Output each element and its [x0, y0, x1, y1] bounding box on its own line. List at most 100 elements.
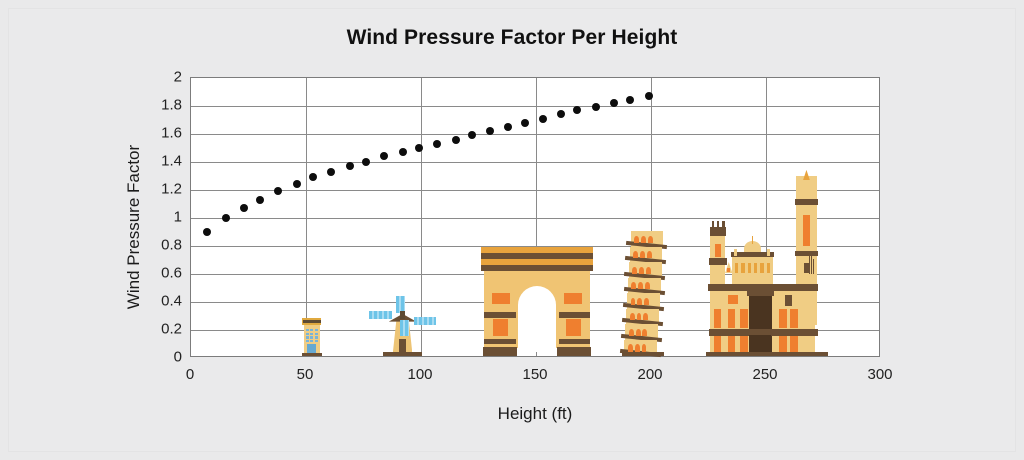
cathedral-central-cornice — [731, 251, 774, 257]
scatter-point — [292, 180, 301, 189]
cathedral-tower-window — [803, 215, 810, 247]
cathedral-base — [706, 352, 829, 356]
pisa-arch — [631, 282, 637, 290]
windmill-sail — [413, 317, 436, 325]
cathedral-dome-finial — [751, 235, 754, 245]
gridline-horizontal — [191, 162, 879, 163]
pisa-base — [621, 352, 665, 356]
pisa-arch — [629, 313, 635, 321]
cathedral-merlon — [721, 221, 725, 228]
y-tick-label: 1.6 — [161, 124, 182, 142]
gridline-vertical — [306, 78, 307, 356]
gridline-horizontal — [191, 134, 879, 135]
y-tick-label: 1.2 — [161, 180, 182, 198]
office-window — [305, 339, 309, 343]
scatter-point — [380, 152, 389, 161]
pisa-arch — [632, 266, 638, 274]
cathedral-window-lower — [790, 336, 799, 353]
scatter-point — [203, 228, 212, 236]
scatter-point — [327, 167, 336, 176]
arc-relief-right — [564, 292, 583, 304]
cathedral-tower-fin-3 — [812, 259, 815, 275]
y-tick-label: 0.2 — [161, 320, 182, 338]
arc-band-right-2 — [558, 338, 591, 344]
scatter-point — [644, 92, 653, 101]
pisa-arch — [640, 251, 646, 259]
arc-column-right — [566, 318, 582, 337]
pisa-arch — [642, 328, 648, 336]
arc-column-left — [493, 318, 508, 337]
pisa-arch — [637, 297, 643, 305]
y-tick-label: 1.4 — [161, 152, 182, 170]
cathedral-left-tower-window — [715, 244, 721, 258]
y-tick-label: 2 — [173, 68, 182, 86]
cathedral-window-upper — [739, 308, 748, 329]
cathedral-window-upper — [779, 308, 788, 329]
office-base — [301, 353, 322, 356]
cathedral-colonnade-arch — [734, 262, 739, 274]
scatter-point — [591, 103, 600, 112]
cathedral-tower-band-2 — [794, 250, 819, 257]
x-tick-label: 0 — [185, 366, 195, 383]
cathedral-pinnacle-l — [734, 248, 737, 257]
cathedral-left-tower-crown — [709, 226, 726, 236]
cathedral-lower-portal — [749, 334, 772, 356]
cathedral-colonnade-arch — [747, 262, 751, 274]
y-axis-tick-labels: 0 0.2 0.4 0.6 0.8 1 1.2 1.4 1.6 1.8 2 — [130, 69, 182, 366]
building-cathedral-complex — [706, 169, 829, 356]
windmill-base — [383, 352, 422, 356]
cathedral-tower-band-1 — [794, 198, 819, 206]
building-office — [299, 318, 324, 356]
arc-band-left-2 — [484, 338, 516, 344]
plot-area — [190, 77, 880, 358]
y-tick-label: 0.8 — [161, 236, 182, 254]
arc-relief-left — [492, 292, 511, 304]
pisa-arch — [641, 235, 647, 243]
office-window — [305, 336, 309, 339]
scatter-point — [486, 127, 494, 136]
cathedral-tower-fin-1 — [808, 251, 811, 275]
cathedral-spire — [803, 169, 810, 181]
scatter-point — [256, 195, 264, 204]
office-window — [315, 339, 319, 343]
pisa-arch — [628, 328, 634, 336]
scatter-point — [504, 123, 513, 131]
y-tick-label: 0.6 — [161, 264, 182, 282]
building-arc-de-triomphe — [480, 246, 594, 356]
arc-top-cornice — [480, 246, 594, 253]
scatter-point — [538, 114, 547, 123]
cathedral-tower-pinnacle-r — [811, 183, 816, 200]
scatter-point — [239, 204, 248, 213]
cathedral-colonnade-arch — [760, 262, 764, 274]
pisa-arch — [634, 344, 640, 352]
cathedral-window-upper — [713, 308, 722, 329]
arc-opening — [517, 286, 557, 352]
office-window — [315, 336, 319, 339]
gridline-vertical — [651, 78, 652, 356]
office-door — [307, 344, 316, 353]
cathedral-gable-rose — [727, 267, 731, 273]
pisa-arch — [643, 313, 649, 321]
cathedral-facade-cornice — [708, 284, 818, 291]
x-tick-label: 100 — [407, 366, 433, 383]
pisa-arch — [634, 235, 640, 243]
y-tick-label: 0 — [173, 348, 182, 366]
windmill-sail — [369, 311, 392, 319]
gridline-vertical — [421, 78, 422, 356]
pisa-arch — [645, 282, 651, 290]
cathedral-window-lower — [779, 336, 788, 353]
arc-plinth-right — [557, 347, 592, 356]
x-axis-tick-labels: 0 50 100 150 200 250 300 — [186, 366, 893, 390]
scatter-point — [414, 144, 423, 152]
office-window — [310, 336, 314, 339]
cathedral-colonnade-arch — [766, 262, 770, 274]
cathedral-left-tower-band — [708, 258, 727, 265]
office-window — [310, 339, 314, 343]
pisa-arch — [633, 251, 639, 259]
scatter-point — [573, 106, 582, 115]
arc-band-right — [558, 312, 591, 318]
windmill-hub — [399, 311, 406, 319]
arc-dentil-2 — [480, 264, 594, 272]
cathedral-window-lower — [713, 336, 722, 353]
chart-title: Wind Pressure Factor Per Height — [346, 26, 678, 49]
